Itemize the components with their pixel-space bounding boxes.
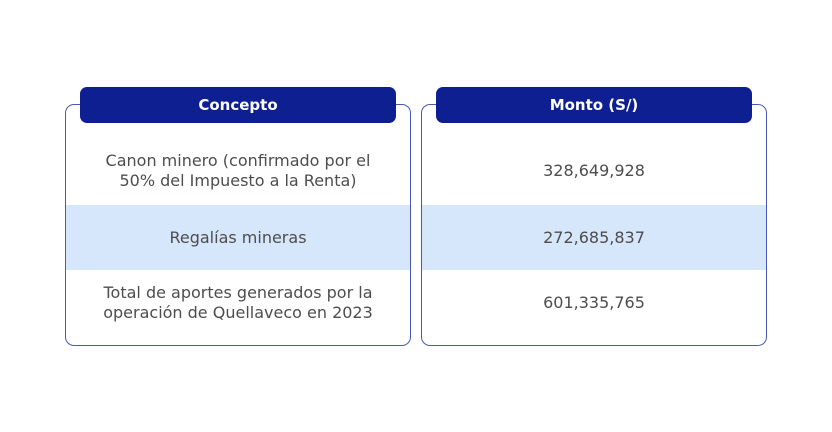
column-header-amount: Monto (S/) [436,87,752,123]
row-1-amount: 328,649,928 [543,161,645,180]
row-3-amount: 601,335,765 [543,293,645,312]
row-2-concept: Regalías mineras [66,205,410,270]
row-3-concept: Total de aportes generados por la operac… [103,283,373,322]
row-2-amount: 272,685,837 [422,205,766,270]
column-header-concept: Concepto [80,87,396,123]
row-1-concept: Canon minero (confirmado por el 50% del … [105,151,371,190]
